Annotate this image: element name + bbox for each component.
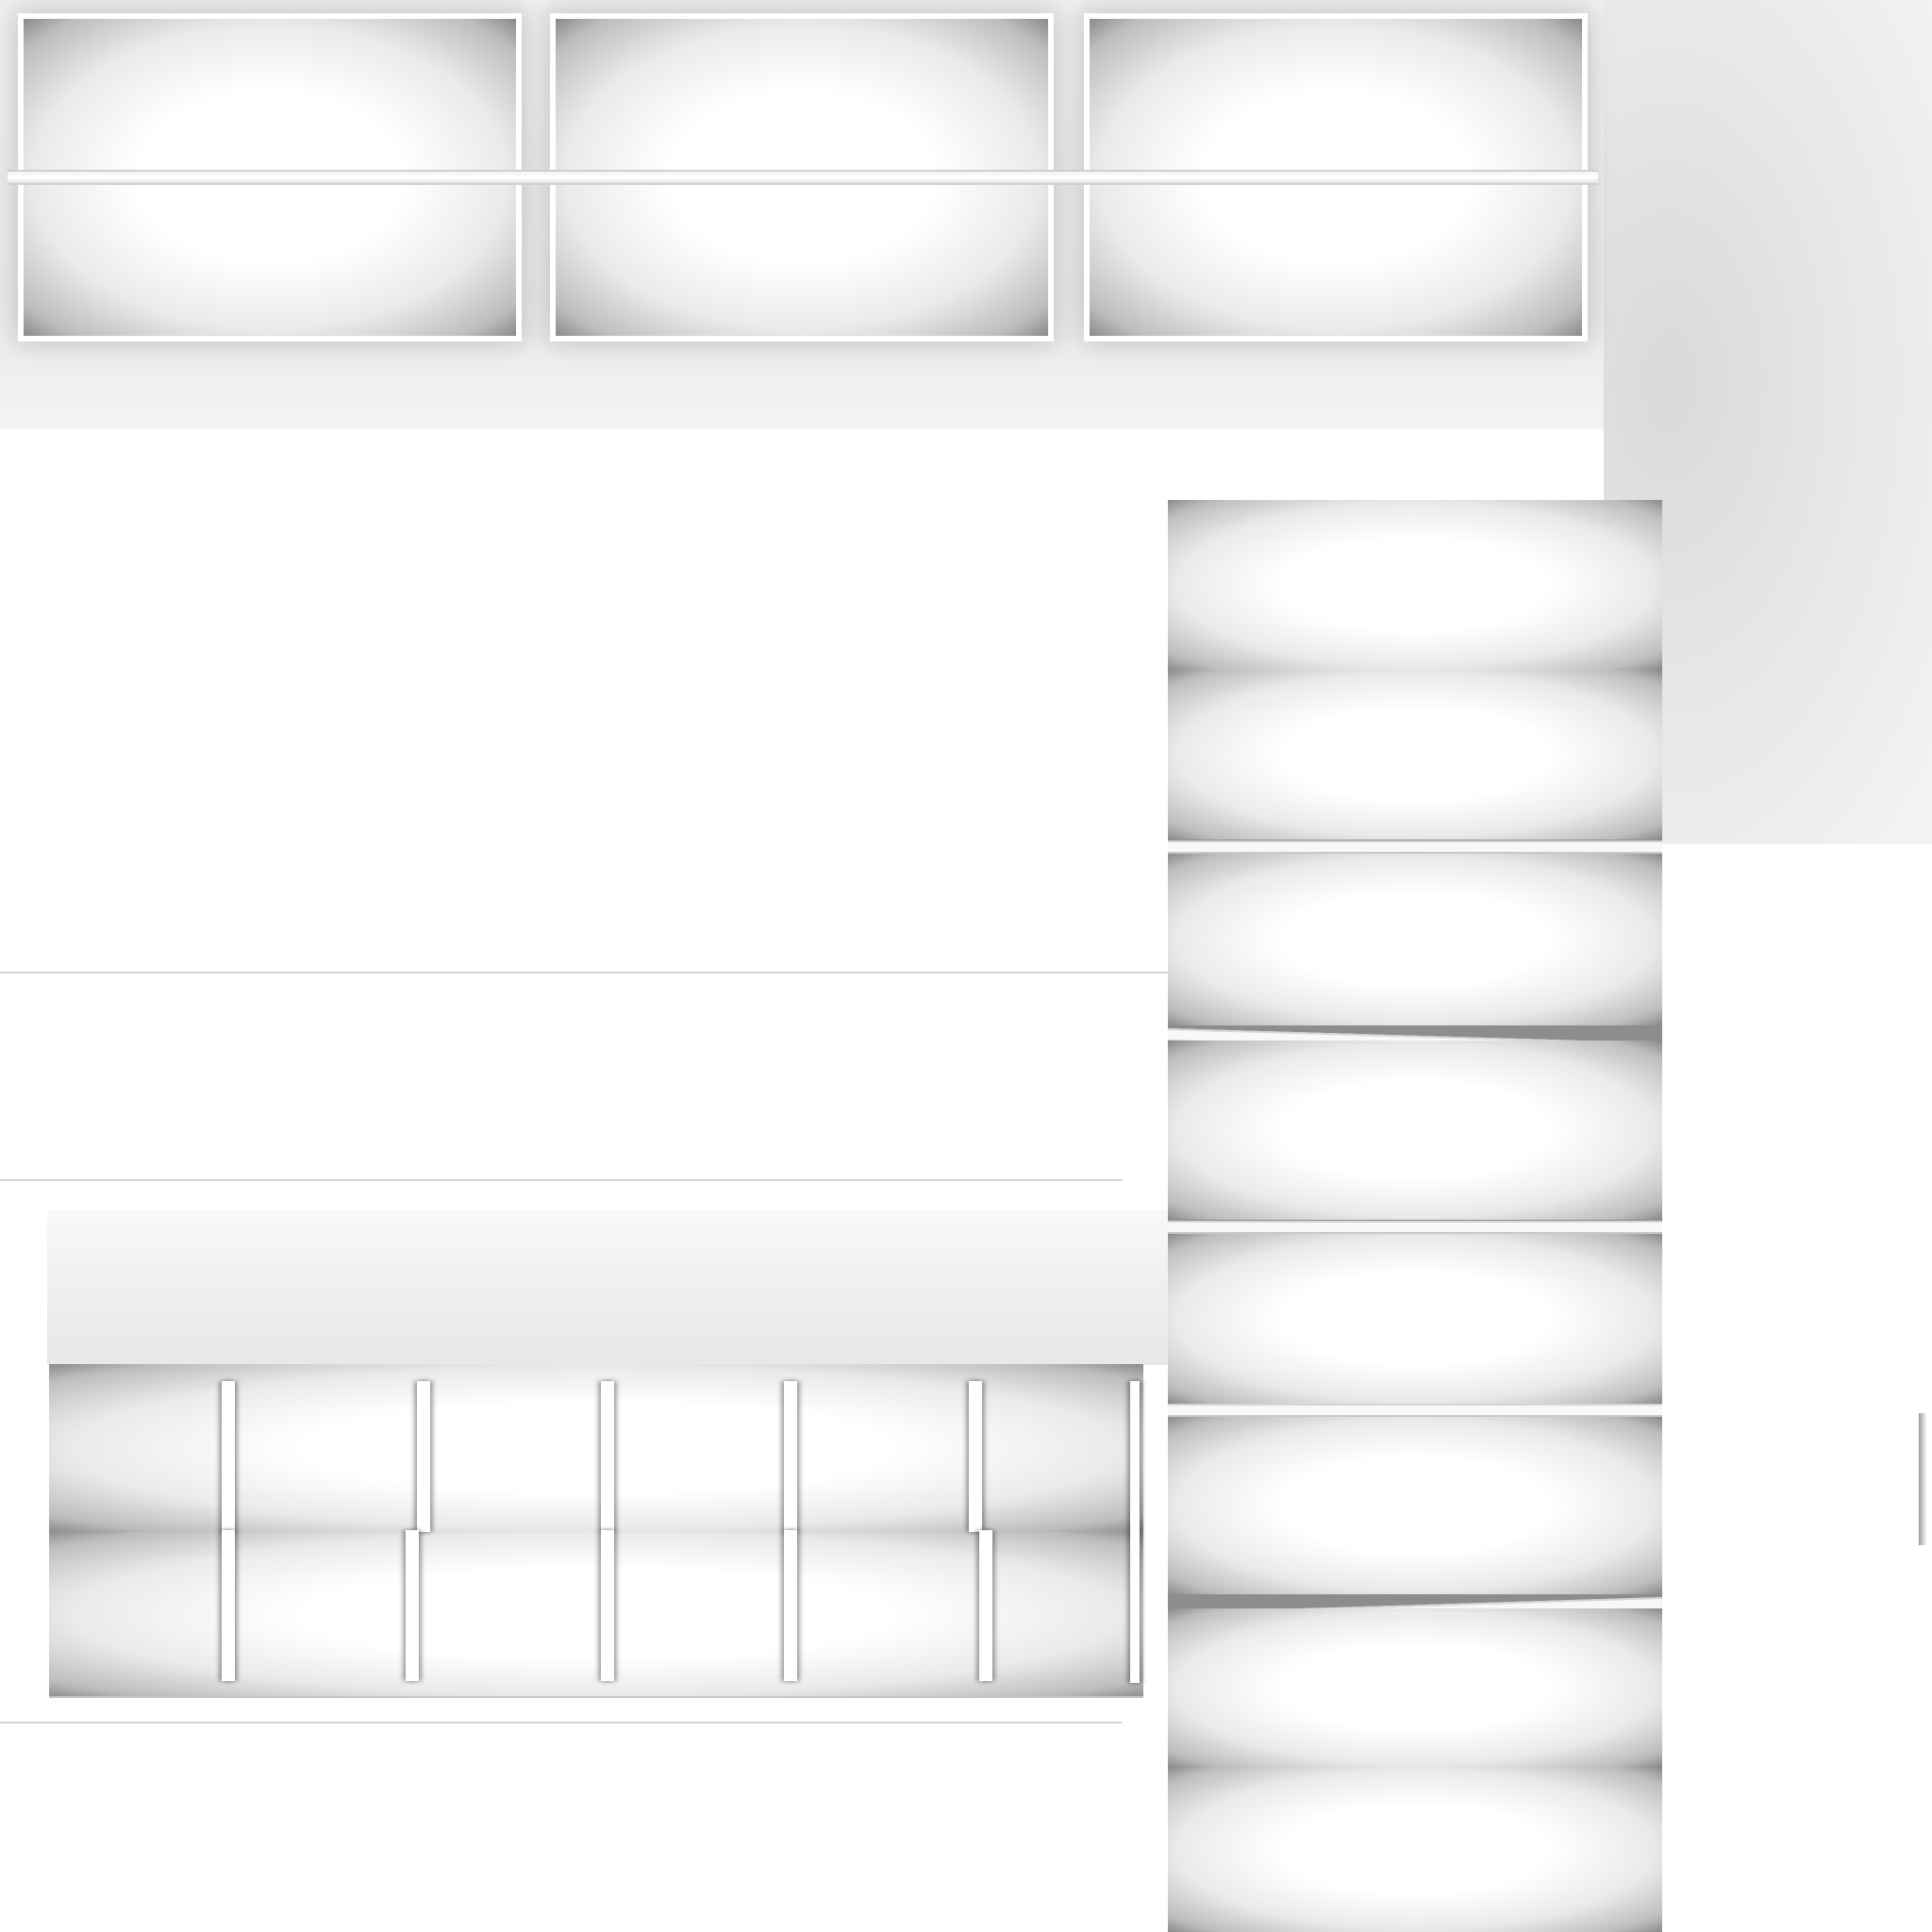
- guide-line-3: [0, 1722, 1123, 1724]
- column-tile-3: [1168, 854, 1662, 1025]
- column-tile-6: [1168, 1417, 1662, 1594]
- strip-divider-4a: [784, 1381, 797, 1532]
- strip-divider-2b: [406, 1530, 419, 1681]
- strip-divider-5a: [969, 1381, 982, 1532]
- strip-divider-1a: [222, 1381, 235, 1532]
- strip-divider-5b: [979, 1530, 992, 1681]
- guide-line-1: [0, 972, 1168, 974]
- strip-divider-2a: [417, 1381, 430, 1532]
- column-tile-5: [1168, 1234, 1662, 1404]
- strip-end-cap: [1130, 1381, 1140, 1683]
- guide-line-2: [0, 1179, 1123, 1181]
- strip-bottom-edge: [49, 1696, 1143, 1698]
- column-seam-4: [1168, 1404, 1662, 1417]
- column-tile-2: [1168, 670, 1662, 840]
- strip-shadow: [47, 1209, 1170, 1365]
- column-seam-1: [1168, 841, 1662, 854]
- column-tile-1: [1168, 500, 1662, 670]
- strip-divider-1b: [222, 1530, 235, 1681]
- strip-divider-4b: [784, 1530, 797, 1681]
- strip-divider-3a: [601, 1381, 614, 1532]
- column-tile-7: [1168, 1608, 1662, 1767]
- top-row-seam: [8, 170, 1598, 185]
- column-tile-8: [1168, 1767, 1662, 1932]
- column-seam-3: [1168, 1221, 1662, 1234]
- column-tile-4: [1168, 1041, 1662, 1220]
- right-edge-mark: [1919, 1413, 1932, 1545]
- right-white-panel: [1660, 844, 1932, 1932]
- strip-divider-3b: [601, 1530, 614, 1681]
